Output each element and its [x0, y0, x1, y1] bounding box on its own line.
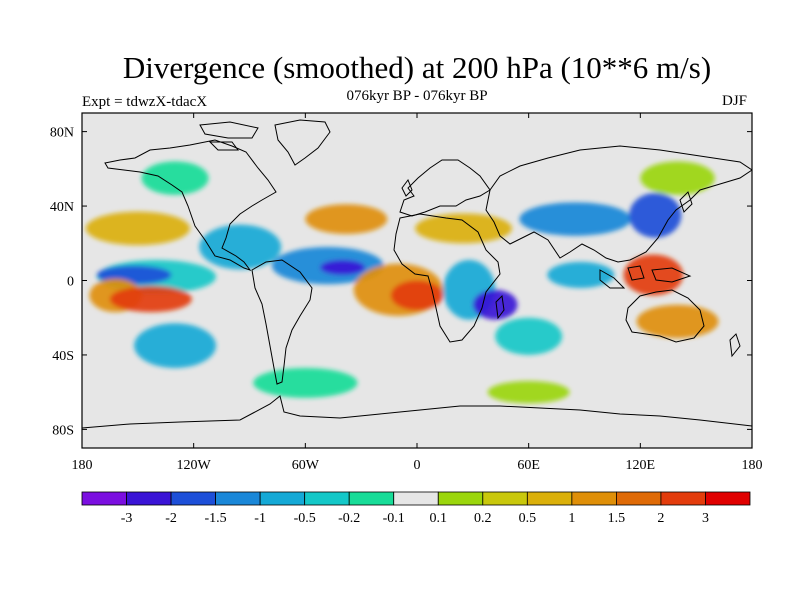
- coastline-new-zealand: [729, 333, 741, 358]
- axis-ticks: 180 120W 60W 0 60E 120E 180 80N 40N 0 40S 80S: [50, 113, 763, 473]
- field-patch: [487, 381, 570, 404]
- field-patch: [109, 286, 192, 313]
- coastline-madagascar: [495, 294, 505, 320]
- field-patch: [390, 280, 444, 311]
- colorbar-swatch: [348, 491, 395, 506]
- coastline-indonesia: [599, 265, 692, 289]
- field-patch: [134, 323, 216, 368]
- field-patch: [253, 367, 358, 398]
- colorbar-label: -2: [165, 511, 177, 526]
- coastline-greenland: [274, 119, 331, 166]
- colorbar-label: -0.2: [338, 511, 360, 526]
- colorbar-label: 3: [702, 511, 709, 526]
- colorbar-swatch: [126, 491, 172, 506]
- colorbar-label: 0.5: [519, 511, 537, 526]
- x-tick-label: 60W: [292, 458, 320, 473]
- colorbar-swatch: [660, 491, 706, 506]
- y-tick-label: 80S: [52, 423, 74, 438]
- plot-subtitle: 076kyr BP - 076kyr BP: [346, 88, 488, 104]
- colorbar-label: -0.1: [383, 511, 405, 526]
- colorbar-swatch: [437, 491, 484, 506]
- field-patch: [415, 213, 512, 244]
- colorbar-label: -3: [121, 511, 133, 526]
- coastline-arctic-islands: [199, 121, 259, 151]
- colorbar-label: -1: [254, 511, 266, 526]
- colorbar: -3 -2 -1.5 -1 -0.5 -0.2 -0.1 0.1 0.2 0.5 1 1.5 2 3: [81, 491, 751, 526]
- field-patch: [547, 261, 615, 288]
- x-tick-label: 60E: [517, 458, 540, 473]
- x-tick-label: 0: [414, 458, 421, 473]
- x-tick-label: 120E: [626, 458, 656, 473]
- colorbar-swatch: [304, 491, 350, 506]
- colorbar-label: -0.5: [294, 511, 316, 526]
- coastline-europe: [399, 159, 491, 217]
- colorbar-swatch: [571, 491, 617, 506]
- y-tick-label: 40S: [52, 349, 74, 364]
- field-patch: [305, 204, 388, 234]
- field-patch: [636, 304, 719, 339]
- coastline-japan: [679, 191, 693, 213]
- field-patch: [519, 202, 632, 236]
- coastline-africa: [393, 213, 501, 343]
- colorbar-swatch: [616, 491, 662, 506]
- coastline-asia: [485, 145, 752, 263]
- colorbar-label: 1.5: [608, 511, 626, 526]
- y-tick-label: 80N: [50, 126, 74, 141]
- field-patch: [320, 260, 365, 275]
- field-patch: [629, 193, 682, 238]
- colorbar-label: 0.2: [474, 511, 492, 526]
- coastline-antarctica: [82, 395, 752, 429]
- coastline-south-america: [251, 259, 313, 385]
- field-patch: [640, 161, 715, 195]
- colorbar-swatch: [393, 491, 439, 506]
- y-tick-label: 40N: [50, 200, 74, 215]
- divergence-field: [85, 161, 719, 404]
- colorbar-label: 1: [568, 511, 575, 526]
- coastline-australia: [625, 289, 705, 343]
- colorbar-label: -1.5: [205, 511, 227, 526]
- y-tick-label: 0: [67, 275, 74, 290]
- x-tick-label: 180: [72, 458, 93, 473]
- colorbar-swatch: [170, 491, 216, 506]
- field-patch: [85, 211, 190, 246]
- field-patch: [472, 289, 518, 320]
- experiment-label: Expt = tdwzX-tdacX: [82, 94, 208, 110]
- plot-title: Divergence (smoothed) at 200 hPa (10**6 …: [122, 50, 712, 85]
- x-tick-label: 120W: [177, 458, 212, 473]
- field-patch: [141, 161, 209, 195]
- colorbar-swatch: [259, 491, 306, 506]
- coastlines: [82, 119, 752, 429]
- colorbar-swatch: [705, 491, 751, 506]
- colorbar-swatch: [215, 491, 261, 506]
- colorbar-label: 2: [657, 511, 664, 526]
- field-patch: [623, 254, 684, 296]
- coastline-north-america: [104, 139, 277, 271]
- colorbar-swatch: [482, 491, 528, 506]
- season-label: DJF: [722, 93, 748, 109]
- field-patch: [199, 224, 282, 270]
- colorbar-label: 0.1: [430, 511, 448, 526]
- colorbar-swatch: [526, 491, 573, 506]
- x-tick-label: 180: [742, 458, 763, 473]
- coastline-british-isles: [401, 178, 413, 197]
- colorbar-swatch: [81, 491, 127, 506]
- field-patch: [495, 317, 563, 355]
